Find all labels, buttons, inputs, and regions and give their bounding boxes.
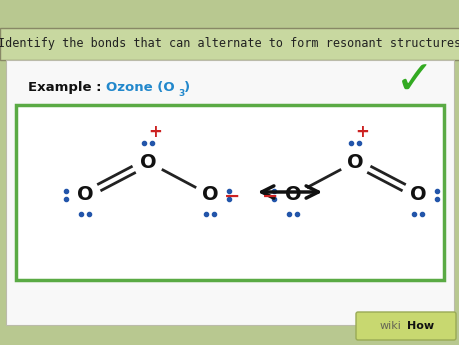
- Text: −: −: [224, 187, 240, 206]
- Text: O: O: [409, 186, 425, 205]
- Text: O: O: [77, 186, 93, 205]
- Circle shape: [340, 148, 368, 176]
- Text: −: −: [261, 187, 278, 206]
- Text: Identify the bonds that can alternate to form resonant structures: Identify the bonds that can alternate to…: [0, 38, 459, 50]
- Text: 3: 3: [178, 89, 184, 99]
- Text: O: O: [140, 152, 156, 171]
- Text: +: +: [148, 123, 162, 141]
- Circle shape: [403, 181, 431, 209]
- Text: wiki: wiki: [379, 321, 401, 331]
- Text: ): ): [184, 81, 190, 95]
- Circle shape: [134, 148, 162, 176]
- Text: +: +: [354, 123, 368, 141]
- Text: O: O: [284, 186, 301, 205]
- Text: ✓: ✓: [394, 59, 434, 105]
- Circle shape: [71, 181, 99, 209]
- Bar: [6, 60, 453, 325]
- Circle shape: [196, 181, 224, 209]
- Text: Ozone (O: Ozone (O: [106, 81, 174, 95]
- Bar: [0, 28, 459, 60]
- Text: How: How: [406, 321, 433, 331]
- FancyBboxPatch shape: [355, 312, 455, 340]
- Text: Example :: Example :: [28, 81, 106, 95]
- Text: O: O: [201, 186, 218, 205]
- Circle shape: [279, 181, 306, 209]
- Bar: [16, 105, 443, 280]
- Text: O: O: [346, 152, 363, 171]
